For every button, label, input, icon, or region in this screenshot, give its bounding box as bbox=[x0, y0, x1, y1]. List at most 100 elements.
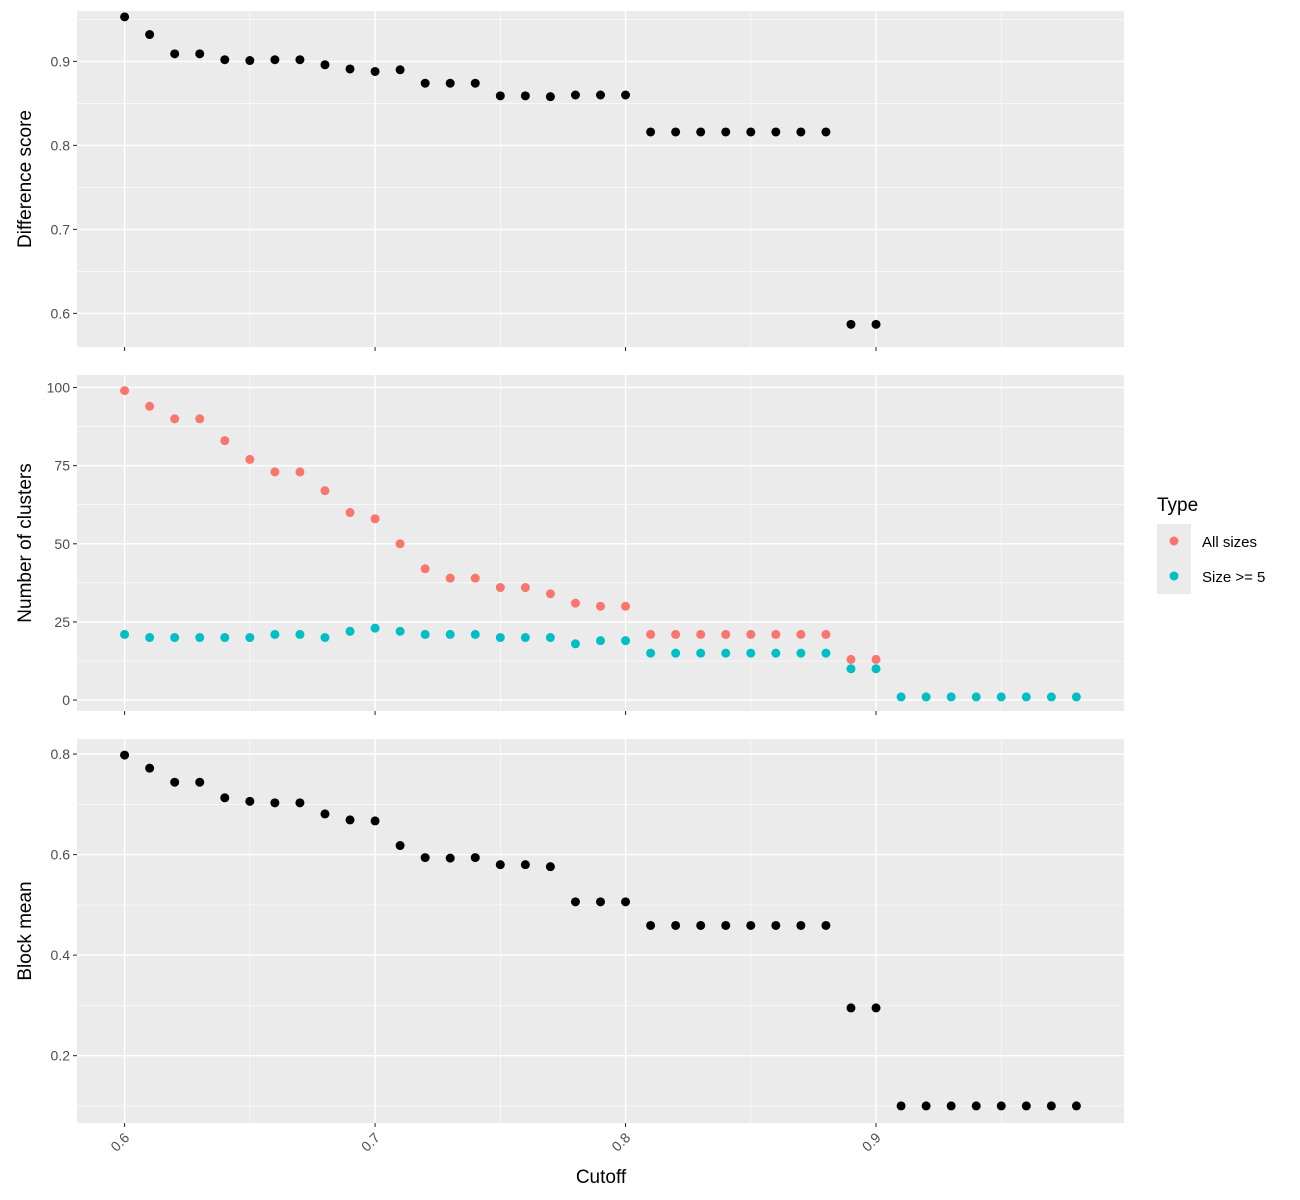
data-point bbox=[721, 629, 731, 639]
data-point bbox=[796, 648, 806, 658]
data-point bbox=[821, 648, 831, 658]
data-point bbox=[295, 467, 305, 477]
panel-background bbox=[77, 11, 1124, 347]
data-point bbox=[646, 629, 656, 639]
data-point bbox=[946, 1101, 956, 1111]
data-point bbox=[245, 56, 255, 66]
data-point bbox=[871, 1003, 881, 1013]
data-point bbox=[170, 633, 180, 643]
data-point bbox=[395, 539, 405, 549]
data-point bbox=[220, 55, 230, 65]
data-point bbox=[370, 816, 380, 826]
data-point bbox=[1071, 692, 1081, 702]
data-point bbox=[270, 467, 280, 477]
data-point bbox=[145, 633, 155, 643]
data-point bbox=[370, 623, 380, 633]
data-point bbox=[1046, 692, 1056, 702]
data-point bbox=[871, 319, 881, 329]
panel-block-mean: 0.2 0.4 0.6 0.8 Block mean bbox=[15, 739, 1124, 1127]
data-point bbox=[420, 629, 430, 639]
data-point bbox=[295, 798, 305, 808]
x-axis-title: Cutoff bbox=[576, 1167, 627, 1188]
data-point bbox=[320, 633, 330, 643]
data-point bbox=[345, 626, 355, 636]
data-point bbox=[195, 414, 205, 424]
y-tick-label: 0.9 bbox=[51, 53, 71, 69]
data-point bbox=[420, 78, 430, 88]
data-point bbox=[771, 629, 781, 639]
data-point bbox=[395, 841, 405, 851]
data-point bbox=[646, 648, 656, 658]
data-point bbox=[621, 636, 631, 646]
data-point bbox=[220, 793, 230, 803]
data-point bbox=[596, 897, 605, 907]
data-point bbox=[445, 78, 455, 88]
y-tick-label: 0 bbox=[62, 692, 70, 708]
data-point bbox=[395, 626, 405, 636]
legend-key-size-ge-5 bbox=[1169, 571, 1179, 581]
data-point bbox=[120, 629, 130, 639]
data-point bbox=[871, 664, 881, 674]
data-point bbox=[771, 648, 781, 658]
data-point bbox=[145, 763, 155, 773]
data-point bbox=[170, 414, 180, 424]
data-point bbox=[721, 920, 731, 930]
data-point bbox=[746, 629, 756, 639]
data-point bbox=[1021, 1101, 1031, 1111]
data-point bbox=[621, 90, 631, 100]
data-point bbox=[1046, 1101, 1056, 1111]
data-point bbox=[796, 629, 806, 639]
data-point bbox=[721, 648, 731, 658]
data-point bbox=[345, 508, 355, 518]
data-point bbox=[545, 862, 555, 872]
data-point bbox=[445, 573, 455, 583]
data-point bbox=[245, 633, 255, 643]
data-point bbox=[996, 1101, 1006, 1111]
data-point bbox=[170, 777, 180, 787]
data-point bbox=[445, 853, 455, 863]
y-tick-label: 0.4 bbox=[51, 947, 71, 963]
y-tick-label: 100 bbox=[47, 380, 71, 396]
data-point bbox=[671, 127, 681, 137]
y-tick-label: 25 bbox=[54, 614, 70, 630]
data-point bbox=[696, 127, 706, 137]
series-block-mean bbox=[120, 750, 1081, 1111]
data-point bbox=[596, 90, 605, 100]
data-point bbox=[646, 920, 656, 930]
data-point bbox=[796, 920, 806, 930]
x-tick-label: 0.9 bbox=[859, 1129, 884, 1154]
series-all-sizes bbox=[120, 386, 881, 664]
legend-key-all-sizes bbox=[1169, 536, 1179, 546]
legend: Type All sizes Size >= 5 bbox=[1157, 495, 1265, 594]
series-difference-score bbox=[120, 12, 881, 329]
legend-key-background bbox=[1157, 524, 1191, 594]
data-point bbox=[1071, 1101, 1081, 1111]
data-point bbox=[145, 401, 155, 411]
data-point bbox=[370, 514, 380, 524]
data-point bbox=[846, 664, 856, 674]
data-point bbox=[971, 692, 981, 702]
data-point bbox=[170, 49, 180, 59]
data-point bbox=[796, 127, 806, 137]
data-point bbox=[320, 486, 330, 496]
data-point bbox=[245, 796, 255, 806]
data-point bbox=[520, 633, 530, 643]
data-point bbox=[120, 750, 130, 760]
data-point bbox=[345, 64, 355, 74]
data-point bbox=[220, 436, 230, 446]
data-point bbox=[570, 90, 580, 100]
panel-number-of-clusters: 0 25 50 75 100 Number of clusters bbox=[15, 375, 1124, 715]
data-point bbox=[821, 629, 831, 639]
data-point bbox=[470, 629, 480, 639]
data-point bbox=[596, 601, 605, 611]
data-point bbox=[896, 692, 906, 702]
data-point bbox=[846, 1003, 856, 1013]
data-point bbox=[295, 629, 305, 639]
x-axis: 0.6 0.7 0.8 0.9 bbox=[107, 1129, 884, 1154]
data-point bbox=[971, 1101, 981, 1111]
data-point bbox=[495, 633, 505, 643]
data-point bbox=[821, 127, 831, 137]
data-point bbox=[646, 127, 656, 137]
data-point bbox=[420, 853, 430, 863]
